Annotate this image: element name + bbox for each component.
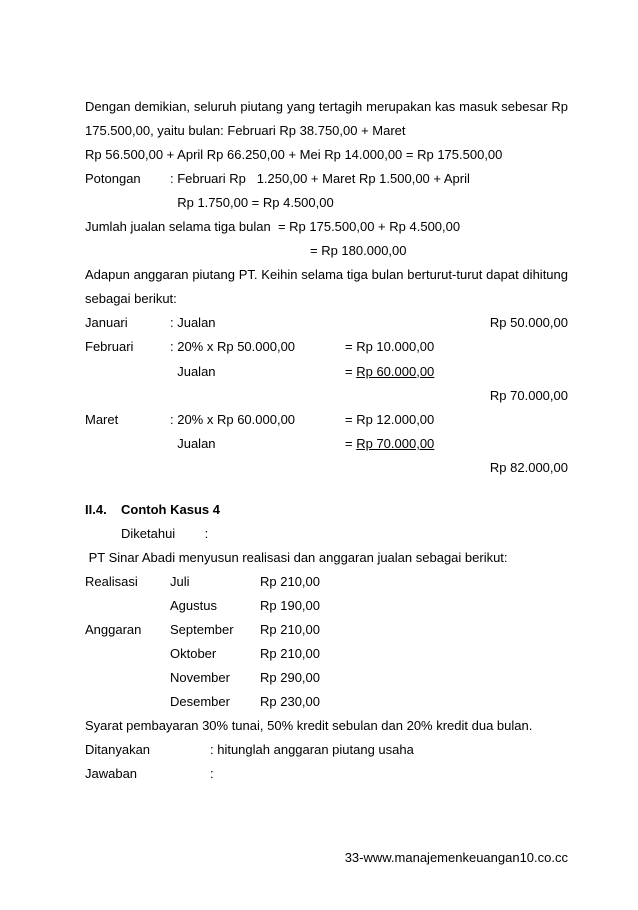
potongan-text-2: Rp 1.750,00 = Rp 4.500,00 [170,191,568,215]
jawaban-colon: : [210,762,214,786]
jawaban-label: Jawaban [85,762,210,786]
section-number: II.4. [85,498,121,522]
amount-november: Rp 290,00 [260,666,568,690]
page-footer: 33-www.manajemenkeuangan10.co.cc [85,846,568,870]
month-november: November [170,666,260,690]
januari-amount: Rp 50.000,00 [475,311,568,335]
anggaran-label: Anggaran [85,618,170,642]
potongan-label: Potongan [85,167,170,191]
paragraph-intro-1: Dengan demikian, seluruh piutang yang te… [85,95,568,143]
paragraph-intro-2: Rp 56.500,00 + April Rp 66.250,00 + Mei … [85,143,568,167]
month-desember: Desember [170,690,260,714]
jawaban-row: Jawaban : [85,762,568,786]
februari-total: Rp 70.000,00 [475,384,568,408]
month-oktober: Oktober [170,642,260,666]
section-heading: II.4. Contoh Kasus 4 [85,498,568,522]
anggaran-desember: Desember Rp 230,00 [85,690,568,714]
januari-desc: : Jualan [170,311,345,335]
februari-row-2: Jualan = Rp 60.000,00 [85,360,568,384]
anggaran-november: November Rp 290,00 [85,666,568,690]
amount-agustus: Rp 190,00 [260,594,568,618]
februari-jualan: Jualan [170,360,345,384]
januari-label: Januari [85,311,170,335]
maret-jualan: Jualan [170,432,345,456]
potongan-text-1: : Februari Rp 1.250,00 + Maret Rp 1.500,… [170,167,568,191]
document-page: Dengan demikian, seluruh piutang yang te… [0,0,638,910]
maret-calc: : 20% x Rp 60.000,00 [170,408,345,432]
amount-september: Rp 210,00 [260,618,568,642]
januari-row: Januari : Jualan Rp 50.000,00 [85,311,568,335]
februari-val: = Rp 10.000,00 [345,335,475,359]
month-juli: Juli [170,570,260,594]
month-agustus: Agustus [170,594,260,618]
februari-label: Februari [85,335,170,359]
ditanyakan-label: Ditanyakan [85,738,210,762]
realisasi-label: Realisasi [85,570,170,594]
diketahui-row: Diketahui : [85,522,568,546]
amount-desember: Rp 230,00 [260,690,568,714]
maret-label: Maret [85,408,170,432]
jumlah-line-1: Jumlah jualan selama tiga bulan = Rp 175… [85,215,568,239]
month-september: September [170,618,260,642]
ditanyakan-row: Ditanyakan : hitunglah anggaran piutang … [85,738,568,762]
maret-total: Rp 82.000,00 [475,456,568,480]
maret-total-row: Rp 82.000,00 [85,456,568,480]
februari-jualan-val: Rp 60.000,00 [356,364,434,379]
section-title: Contoh Kasus 4 [121,498,220,522]
potongan-row-1: Potongan : Februari Rp 1.250,00 + Maret … [85,167,568,191]
anggaran-oktober: Oktober Rp 210,00 [85,642,568,666]
anggaran-september: Anggaran September Rp 210,00 [85,618,568,642]
potongan-row-2: Rp 1.750,00 = Rp 4.500,00 [85,191,568,215]
diketahui-label: Diketahui [121,522,201,546]
syarat-paragraph: Syarat pembayaran 30% tunai, 50% kredit … [85,714,568,738]
maret-val: = Rp 12.000,00 [345,408,475,432]
ditanyakan-text: : hitunglah anggaran piutang usaha [210,738,414,762]
februari-calc: : 20% x Rp 50.000,00 [170,335,345,359]
realisasi-juli: Realisasi Juli Rp 210,00 [85,570,568,594]
maret-row-2: Jualan = Rp 70.000,00 [85,432,568,456]
realisasi-agustus: Agustus Rp 190,00 [85,594,568,618]
jumlah-line-2: = Rp 180.000,00 [85,239,568,263]
pt-sinar-line: PT Sinar Abadi menyusun realisasi dan an… [85,546,568,570]
februari-row-1: Februari : 20% x Rp 50.000,00 = Rp 10.00… [85,335,568,359]
maret-row-1: Maret : 20% x Rp 60.000,00 = Rp 12.000,0… [85,408,568,432]
maret-jualan-val: Rp 70.000,00 [356,436,434,451]
amount-juli: Rp 210,00 [260,570,568,594]
adapun-paragraph: Adapun anggaran piutang PT. Keihin selam… [85,263,568,311]
amount-oktober: Rp 210,00 [260,642,568,666]
februari-total-row: Rp 70.000,00 [85,384,568,408]
diketahui-colon: : [205,526,209,541]
